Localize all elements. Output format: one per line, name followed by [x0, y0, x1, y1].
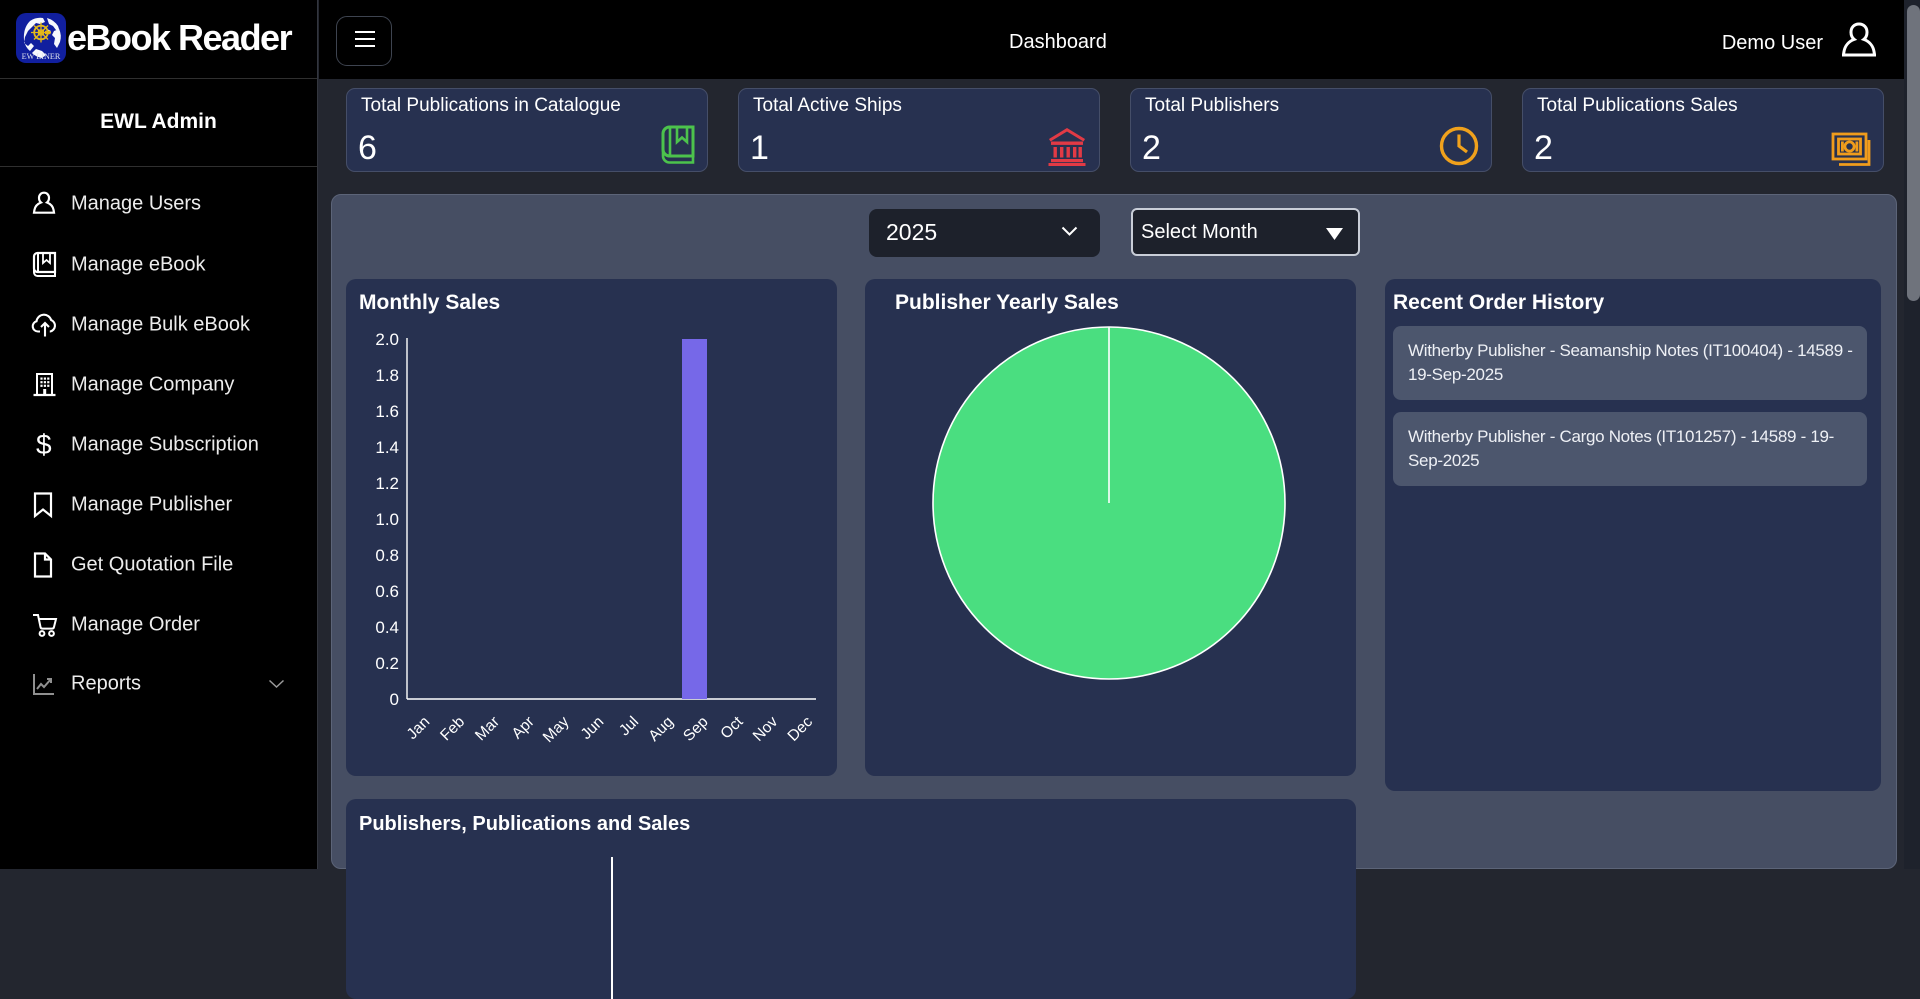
- svg-text:1.4: 1.4: [375, 438, 399, 457]
- svg-text:1.2: 1.2: [375, 474, 399, 493]
- svg-text:EW LINER: EW LINER: [22, 52, 61, 61]
- svg-text:Aug: Aug: [645, 713, 677, 745]
- svg-text:0.4: 0.4: [375, 618, 399, 637]
- svg-text:Dec: Dec: [785, 713, 817, 745]
- svg-text:Nov: Nov: [750, 713, 782, 745]
- svg-text:Oct: Oct: [717, 713, 747, 743]
- svg-text:Jun: Jun: [578, 713, 608, 743]
- svg-text:Jan: Jan: [404, 713, 434, 743]
- svg-text:1.8: 1.8: [375, 366, 399, 385]
- svg-text:2.0: 2.0: [375, 330, 399, 349]
- svg-text:Apr: Apr: [509, 713, 538, 742]
- svg-text:0: 0: [390, 690, 399, 709]
- svg-text:Jul: Jul: [616, 713, 642, 739]
- svg-text:1.6: 1.6: [375, 402, 399, 421]
- svg-text:0.6: 0.6: [375, 582, 399, 601]
- svg-text:May: May: [540, 713, 573, 746]
- svg-text:Mar: Mar: [472, 713, 503, 744]
- svg-text:0.8: 0.8: [375, 546, 399, 565]
- svg-text:0.2: 0.2: [375, 654, 399, 673]
- svg-text:Sep: Sep: [680, 713, 712, 745]
- svg-text:Feb: Feb: [437, 713, 468, 744]
- svg-text:1.0: 1.0: [375, 510, 399, 529]
